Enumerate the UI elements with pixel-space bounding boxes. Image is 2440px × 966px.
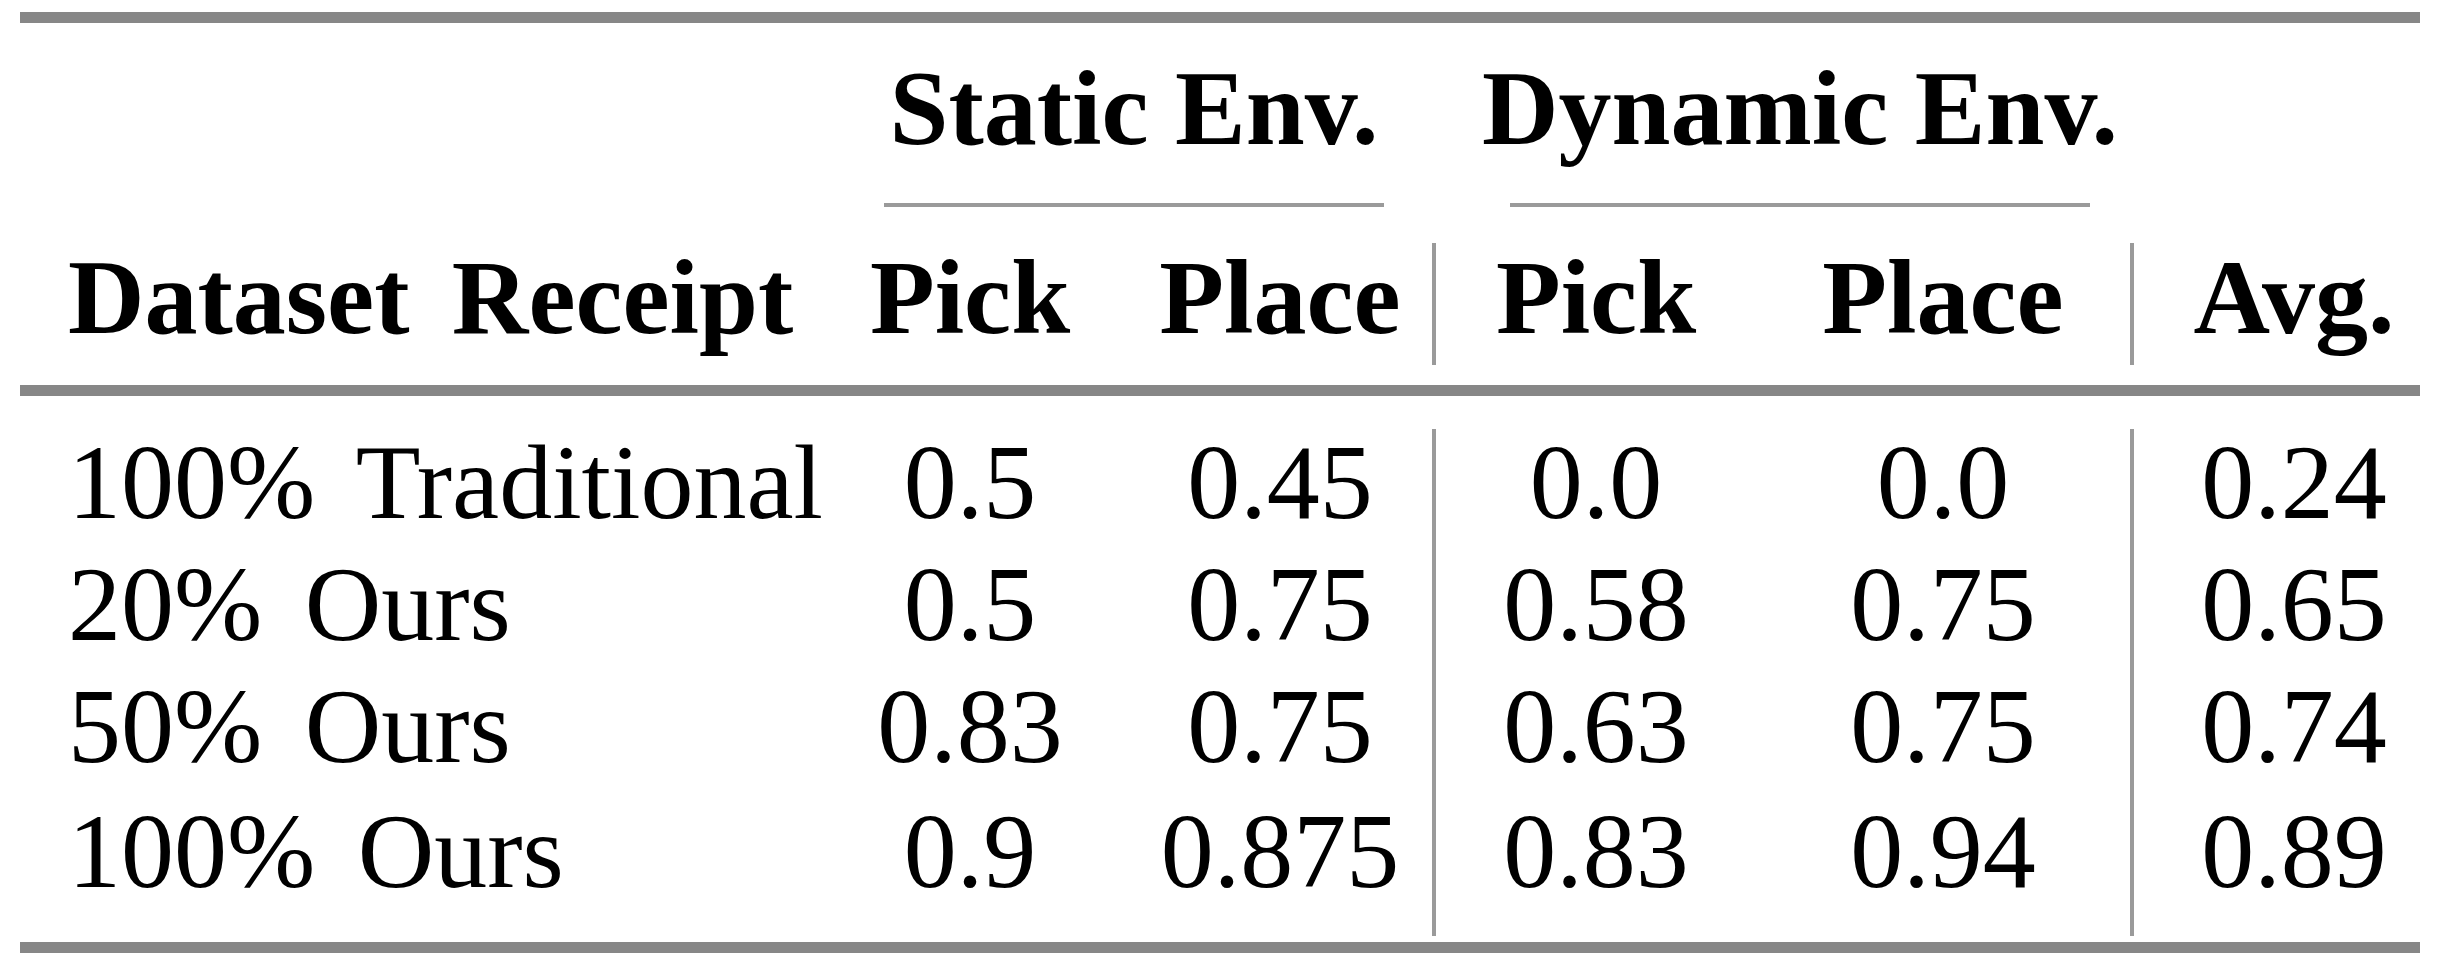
vrule-static-dynamic-body [1432, 429, 1436, 936]
cmidrule-dynamic [1510, 203, 2090, 207]
header-rule [20, 385, 2420, 396]
cmidrule-static [884, 203, 1384, 207]
bottom-rule [20, 942, 2420, 953]
top-rule [20, 12, 2420, 23]
col-group-dynamic: Dynamic Env. [1482, 56, 2118, 162]
row-label: 100% Traditional [68, 430, 823, 536]
col-header-static-place: Place [1159, 245, 1400, 351]
table-cell: 0.0 [1877, 430, 2010, 536]
vrule-dynamic-avg-header [2130, 243, 2134, 365]
table-cell: 0.9 [904, 799, 1037, 905]
table-cell: 0.83 [877, 674, 1063, 780]
table-cell: 0.75 [1187, 552, 1373, 658]
table-cell: 0.83 [1503, 799, 1689, 905]
table-cell: 0.5 [904, 552, 1037, 658]
table-cell: 0.63 [1503, 674, 1689, 780]
row-label: 20% Ours [68, 552, 511, 658]
table-cell: 0.24 [2201, 430, 2387, 536]
table-cell: 0.75 [1187, 674, 1373, 780]
table-cell: 0.65 [2201, 552, 2387, 658]
table-cell: 0.0 [1530, 430, 1663, 536]
table-cell: 0.45 [1187, 430, 1373, 536]
table-cell: 0.74 [2201, 674, 2387, 780]
table-cell: 0.89 [2201, 799, 2387, 905]
table-cell: 0.875 [1161, 799, 1400, 905]
col-header-avg: Avg. [2193, 245, 2394, 351]
col-header-dynamic-pick: Pick [1496, 245, 1696, 351]
table-cell: 0.5 [904, 430, 1037, 536]
vrule-static-dynamic-header [1432, 243, 1436, 365]
paper-results-table: Static Env. Dynamic Env. Dataset Receipt… [0, 0, 2440, 966]
col-group-static: Static Env. [890, 56, 1379, 162]
table-cell: 0.94 [1850, 799, 2036, 905]
table-cell: 0.58 [1503, 552, 1689, 658]
col-header-dataset-receipt: Dataset Receipt [68, 245, 793, 351]
row-label: 50% Ours [68, 674, 511, 780]
row-label: 100% Ours [68, 799, 564, 905]
col-header-static-pick: Pick [870, 245, 1070, 351]
col-header-dynamic-place: Place [1822, 245, 2063, 351]
table-cell: 0.75 [1850, 552, 2036, 658]
vrule-dynamic-avg-body [2130, 429, 2134, 936]
table-cell: 0.75 [1850, 674, 2036, 780]
